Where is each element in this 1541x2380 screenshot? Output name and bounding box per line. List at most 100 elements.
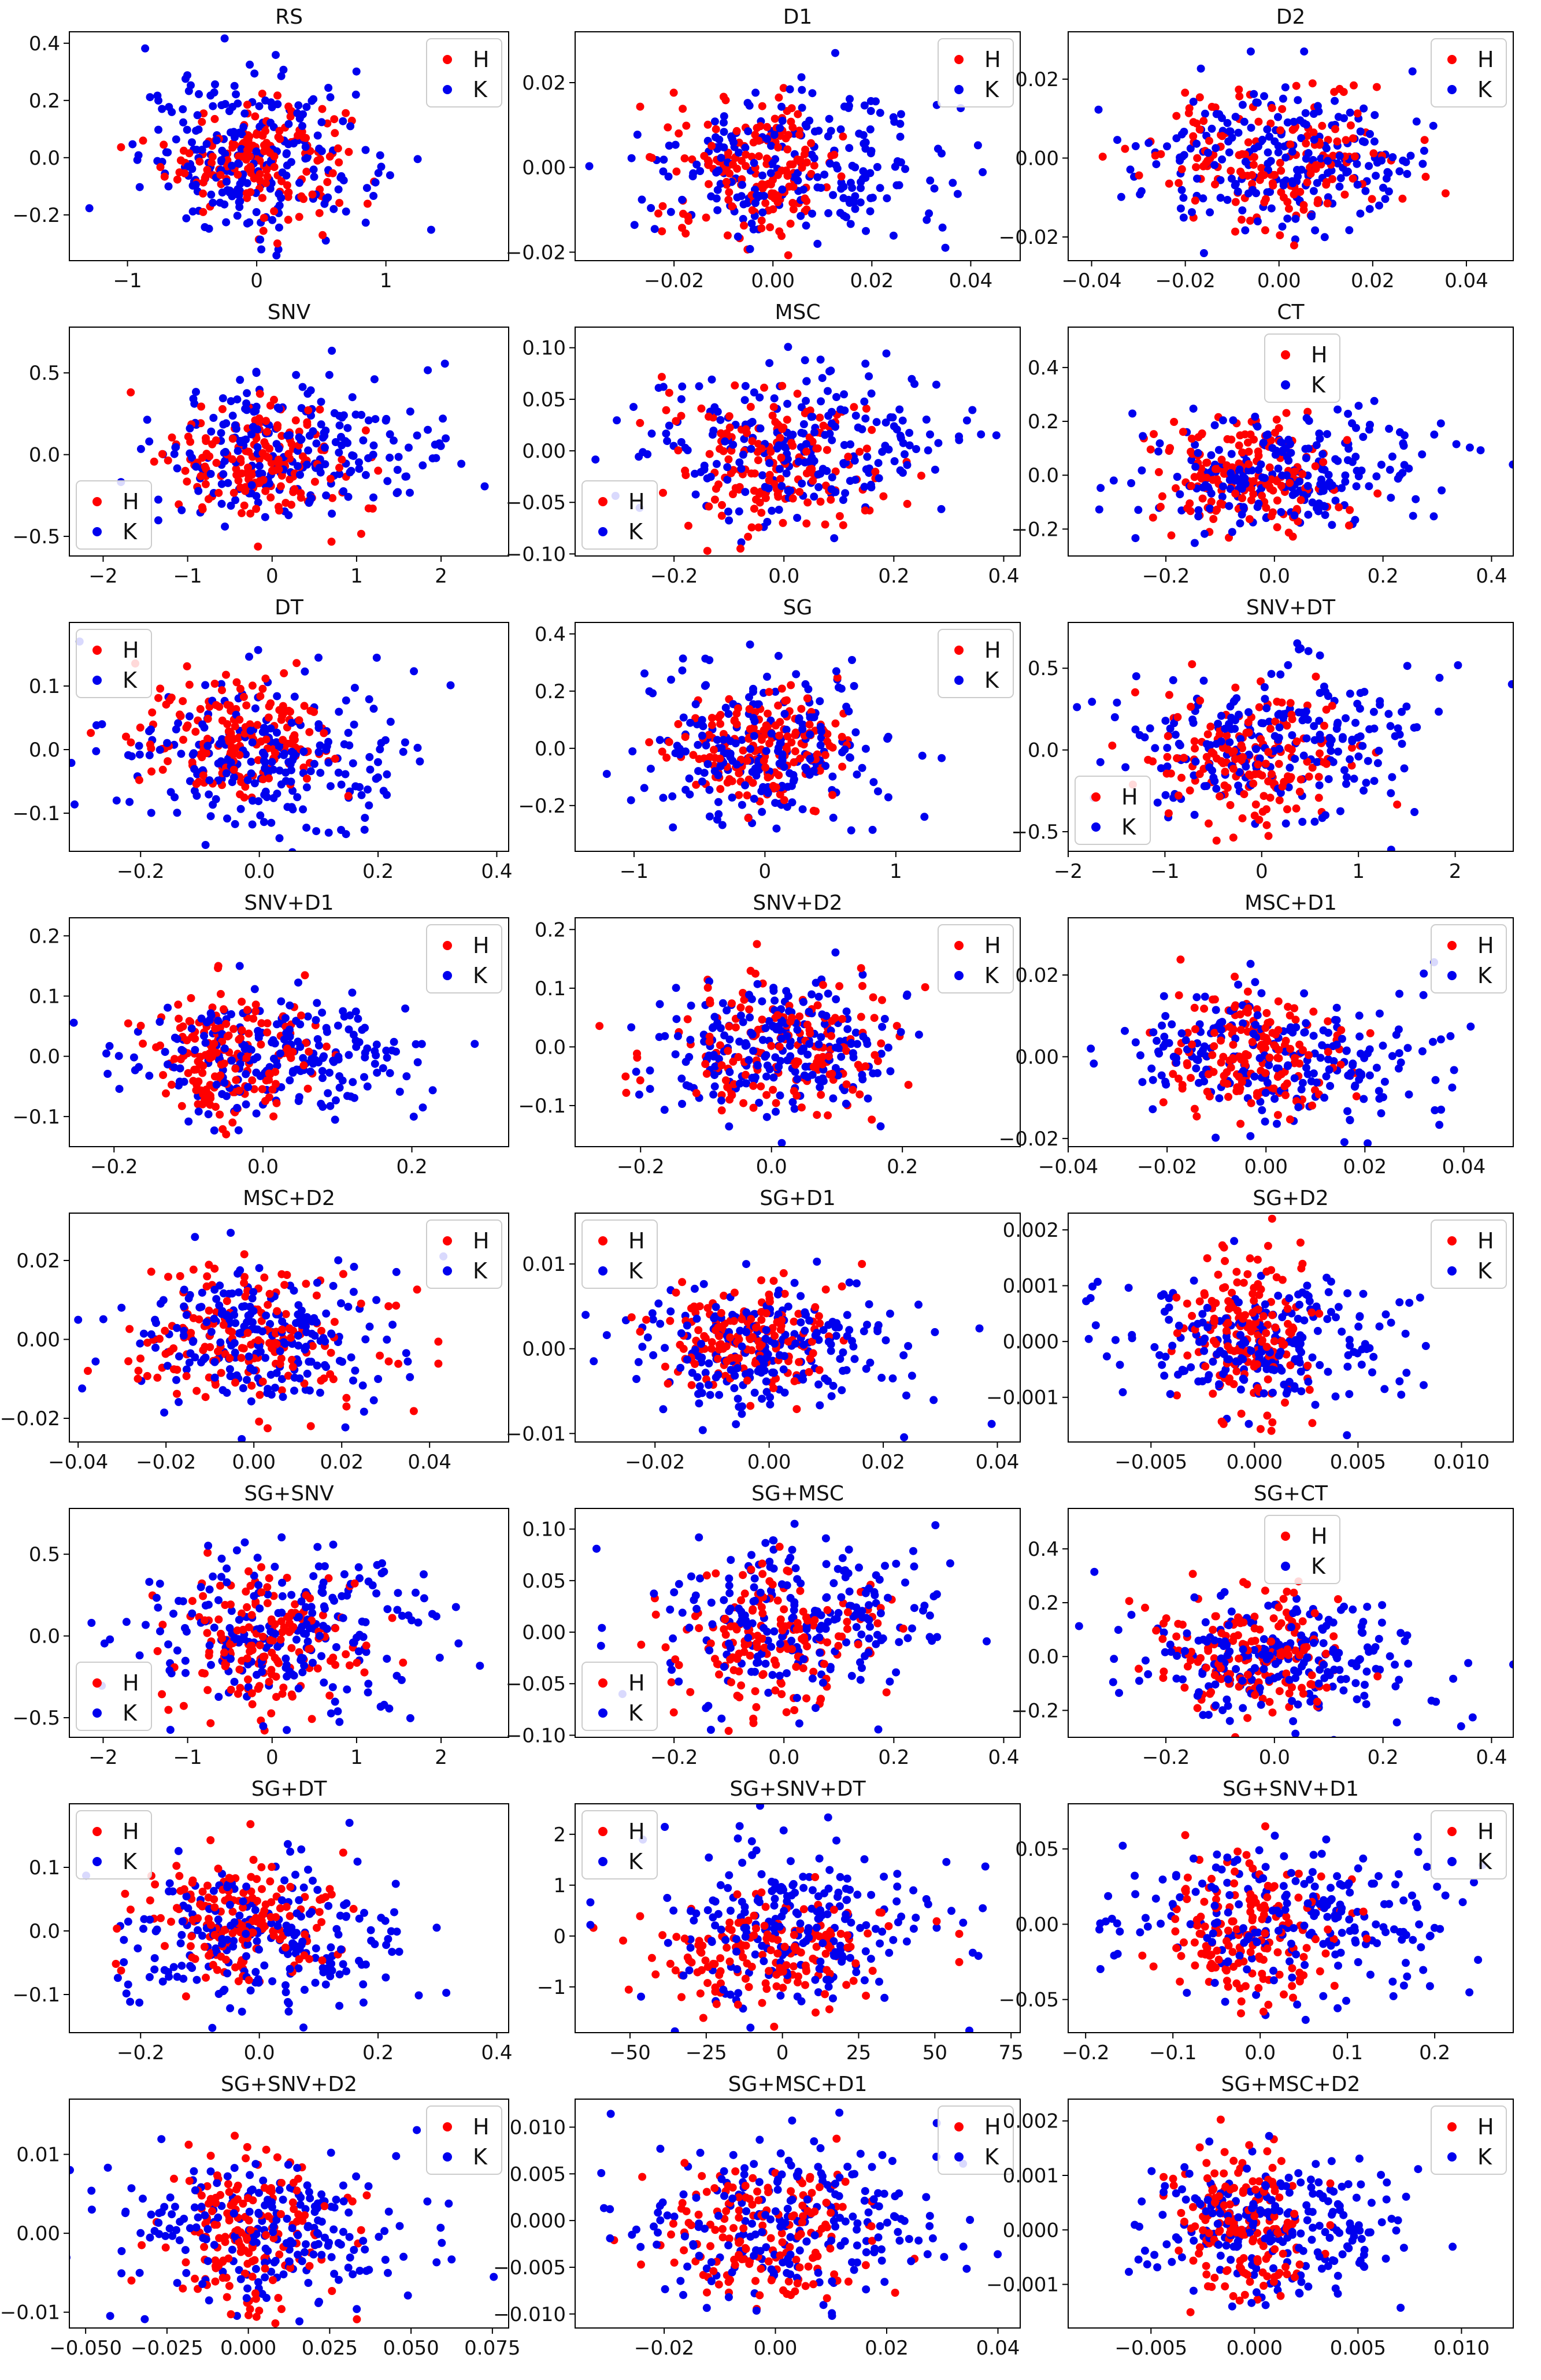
point-K [1320, 1026, 1328, 1035]
point-K [1355, 1011, 1364, 1020]
point-H [266, 494, 275, 502]
point-H [247, 169, 255, 177]
point-K [210, 1126, 218, 1135]
point-K [1508, 680, 1516, 688]
point-H [1331, 125, 1339, 133]
point-K [1346, 1116, 1354, 1124]
point-K [294, 101, 302, 109]
point-K [1316, 435, 1324, 443]
panel-title: D2 [1276, 5, 1306, 29]
point-K [1227, 127, 1235, 135]
point-H [249, 1015, 257, 1023]
point-H [262, 453, 271, 461]
point-K [248, 481, 256, 490]
point-H [1155, 468, 1163, 476]
point-K [304, 446, 312, 454]
point-K [817, 1033, 825, 1041]
point-K [1340, 766, 1349, 774]
point-K [327, 782, 335, 790]
panel-title: SG [783, 596, 813, 620]
point-K [318, 1074, 327, 1082]
y-tick-label: 0.1 [29, 675, 60, 698]
point-H [231, 1065, 239, 1073]
x-tick-label: 0 [250, 269, 263, 292]
point-K [177, 750, 185, 758]
point-K [335, 186, 343, 194]
point-K [1290, 118, 1298, 126]
point-H [205, 495, 213, 503]
point-H [796, 755, 804, 763]
point-K [794, 176, 802, 184]
point-H [751, 970, 760, 978]
point-K [362, 218, 370, 227]
point-K [1466, 1022, 1475, 1030]
point-K [318, 147, 326, 155]
point-H [1239, 814, 1247, 822]
point-K [798, 86, 806, 94]
point-K [1303, 735, 1311, 743]
point-H [334, 144, 342, 153]
point-H [753, 124, 761, 132]
point-K [182, 214, 190, 223]
y-tick-label: 0.4 [535, 623, 566, 646]
point-H [706, 1037, 714, 1046]
point-K [365, 753, 373, 761]
point-H [316, 209, 324, 217]
point-K [1254, 217, 1262, 225]
point-H [331, 755, 339, 763]
point-K [873, 418, 881, 426]
point-H [814, 1054, 822, 1062]
point-K [1202, 481, 1210, 489]
point-H [243, 1054, 251, 1062]
point-H [288, 440, 296, 448]
point-K [284, 511, 292, 519]
point-K [1113, 699, 1121, 707]
point-K [808, 454, 816, 462]
point-K [1180, 214, 1188, 222]
point-K [124, 751, 132, 759]
legend: HK [1265, 334, 1340, 402]
point-K [1194, 449, 1202, 457]
point-K [1274, 113, 1282, 121]
point-K [154, 496, 162, 504]
point-K [338, 172, 346, 180]
point-K [1375, 747, 1383, 755]
point-H [705, 161, 713, 169]
point-K [245, 218, 253, 227]
point-H [1229, 833, 1238, 841]
point-K [849, 162, 857, 170]
point-K [1260, 92, 1268, 100]
point-K [1242, 158, 1250, 166]
x-tick-label: 0.02 [850, 269, 894, 292]
point-K [424, 366, 432, 375]
point-K [304, 1013, 312, 1021]
point-K [201, 223, 209, 231]
point-K [804, 685, 812, 694]
point-K [777, 482, 786, 490]
point-H [257, 1019, 265, 1027]
point-K [1242, 762, 1250, 770]
point-H [692, 1089, 701, 1097]
point-K [855, 129, 863, 138]
point-H [791, 731, 799, 739]
x-tick-label: 1 [890, 860, 902, 883]
point-H [827, 1032, 835, 1040]
point-H [231, 141, 239, 149]
y-tick-label: −0.2 [1011, 518, 1059, 541]
x-tick-label: 0 [1255, 860, 1268, 883]
point-H [1368, 195, 1376, 203]
point-K [768, 729, 776, 737]
point-H [684, 217, 692, 225]
point-H [1244, 460, 1253, 468]
point-H [265, 702, 273, 710]
point-H [1312, 161, 1320, 169]
point-H [362, 427, 370, 435]
point-K [643, 450, 651, 458]
point-K [268, 216, 276, 224]
point-H [1269, 181, 1277, 190]
point-K [963, 417, 971, 425]
point-K [793, 514, 801, 522]
point-K [775, 652, 783, 660]
point-K [317, 118, 325, 126]
